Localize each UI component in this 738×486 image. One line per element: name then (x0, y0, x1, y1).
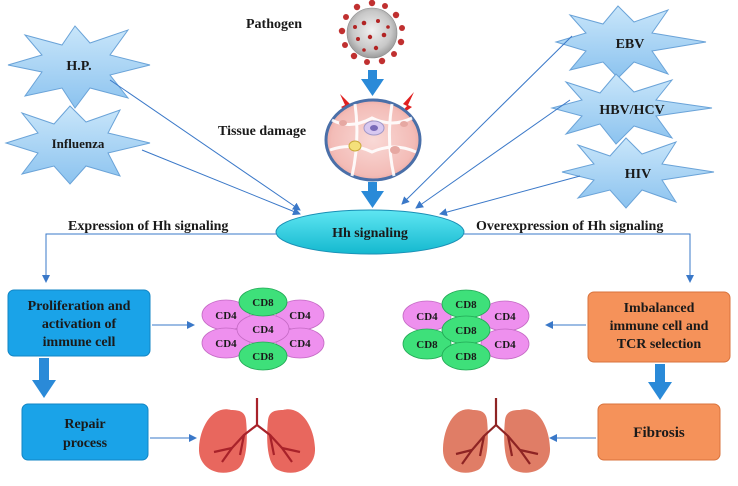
svg-text:CD8: CD8 (252, 297, 274, 309)
repair-box: Repair process (21, 403, 149, 461)
imbalanced-line1: Imbalanced (624, 301, 695, 316)
proliferation-line1: Proliferation and (28, 299, 131, 314)
lightning-icon-right (396, 92, 414, 118)
fibrosis-label: Fibrosis (633, 425, 685, 441)
imbalanced-line2: immune cell and (610, 319, 709, 334)
cd8-cell: CD8 (238, 287, 288, 317)
arrow-pathogen-to-tissue (361, 70, 384, 96)
star-hbv-hcv: HBV/HCV (550, 73, 713, 145)
star-hp-label: H.P. (66, 59, 91, 74)
arrow-tissue-to-hh (361, 182, 384, 208)
cd4-cell: CD4 (275, 327, 325, 359)
star-hp: H.P. (7, 25, 151, 109)
imbalanced-box: Imbalanced immune cell and TCR selection (587, 291, 731, 363)
arrow-left-branch (42, 233, 276, 283)
svg-text:CD8: CD8 (455, 325, 477, 337)
repair-line2: process (63, 436, 108, 451)
svg-text:CD4: CD4 (215, 338, 237, 350)
branch-connectors (42, 233, 694, 283)
star-hbv-hcv-label: HBV/HCV (599, 103, 664, 118)
cd8-cell: CD8 (441, 315, 491, 345)
arrow-imbalanced-to-fibrosis (648, 364, 672, 400)
tissue-damage-label: Tissue damage (218, 124, 306, 139)
star-hiv: HIV (561, 137, 715, 209)
arrow-proliferation-to-repair (32, 358, 56, 398)
tissue-cells-illustration (324, 98, 422, 182)
hh-signaling-node: Hh signaling (275, 209, 465, 255)
svg-text:CD8: CD8 (455, 299, 477, 311)
proliferation-line3: immune cell (43, 335, 116, 350)
svg-text:CD4: CD4 (215, 310, 237, 322)
arrow-ebv-to-hh (401, 35, 573, 205)
imbalanced-line3: TCR selection (617, 337, 702, 352)
svg-text:CD4: CD4 (494, 311, 516, 323)
star-influenza: Influenza (4, 105, 151, 185)
svg-text:CD4: CD4 (252, 324, 274, 336)
cd8-cell: CD8 (441, 289, 491, 319)
star-influenza-label: Influenza (52, 136, 105, 151)
cell-cluster-right: CD4 CD4 CD4 CD8 CD8 CD8 CD8 (402, 289, 530, 371)
svg-text:CD4: CD4 (289, 310, 311, 322)
svg-text:CD8: CD8 (252, 351, 274, 363)
arrow-right-branch (464, 233, 694, 283)
cd4-cell: CD4 (480, 328, 530, 360)
fibrosis-box: Fibrosis (597, 403, 721, 461)
svg-text:CD4: CD4 (289, 338, 311, 350)
hh-signaling-label: Hh signaling (332, 226, 408, 241)
cd4-cell: CD4 (275, 299, 325, 331)
cd4-cell: CD4 (201, 327, 251, 359)
proliferation-box: Proliferation and activation of immune c… (7, 289, 151, 357)
star-ebv: EBV (554, 5, 707, 79)
pathogen-label: Pathogen (246, 17, 302, 32)
healthy-lung-icon (198, 398, 316, 473)
arrow-hbv-hcv-to-hh (415, 99, 571, 209)
svg-text:CD4: CD4 (494, 339, 516, 351)
svg-text:CD8: CD8 (416, 339, 438, 351)
arrow-influenza-to-hh (141, 149, 301, 216)
cd8-cell: CD8 (402, 328, 452, 360)
cell-cluster-left: CD4 CD4 CD4 CD4 CD4 CD8 CD8 (201, 287, 325, 371)
arrow-hiv-to-hh (439, 175, 581, 217)
horizontal-arrows (150, 321, 596, 442)
fibrotic-lung-icon (442, 398, 551, 473)
cd8-cell: CD8 (238, 341, 288, 371)
star-ebv-label: EBV (616, 37, 645, 52)
cd4-cell: CD4 (236, 313, 290, 345)
svg-text:CD4: CD4 (416, 311, 438, 323)
star-hiv-label: HIV (625, 167, 651, 182)
arrow-hp-to-hh (109, 79, 301, 211)
left-branch-label: Expression of Hh signaling (68, 219, 228, 234)
svg-text:CD8: CD8 (455, 351, 477, 363)
virus-icon (338, 0, 405, 65)
cd4-cell: CD4 (201, 299, 251, 331)
lightning-icon-left (340, 94, 356, 118)
repair-line1: Repair (64, 417, 105, 432)
proliferation-line2: activation of (42, 317, 117, 332)
cd4-cell: CD4 (402, 300, 452, 332)
cd4-cell: CD4 (480, 300, 530, 332)
right-branch-label: Overexpression of Hh signaling (476, 219, 663, 234)
connector-arrows (109, 35, 581, 217)
cd8-cell: CD8 (441, 341, 491, 371)
